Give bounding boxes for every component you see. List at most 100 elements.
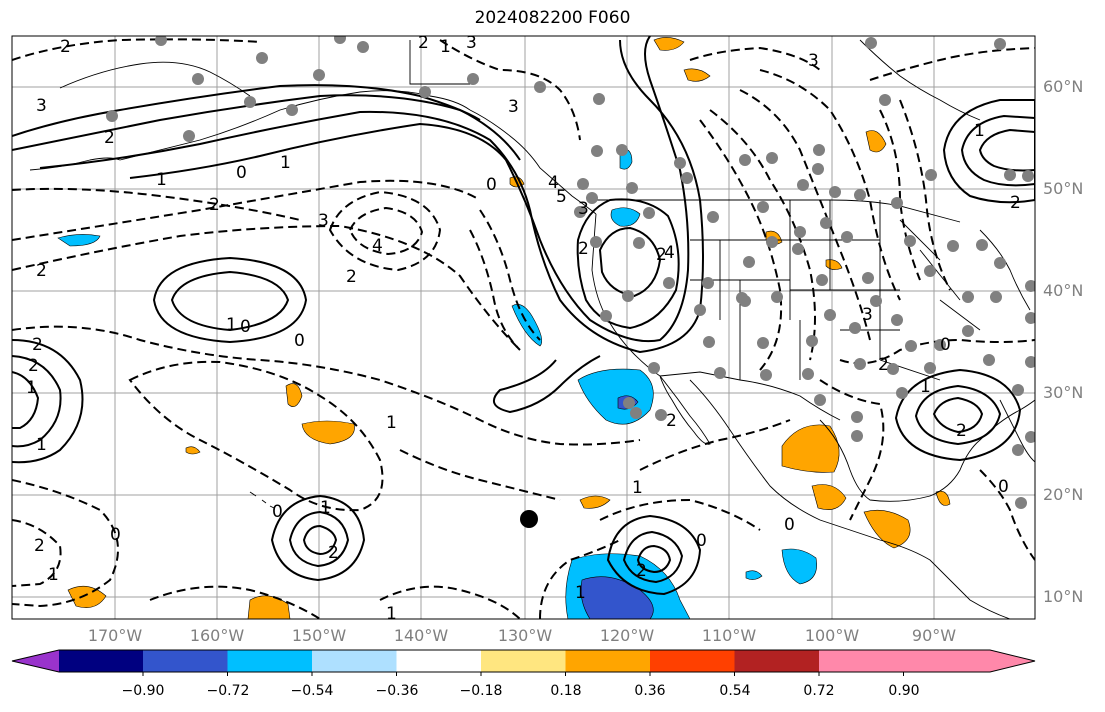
- colorbar-segment: [312, 650, 397, 672]
- contour-label: 1: [26, 378, 37, 398]
- coast-baja: [659, 375, 711, 445]
- contour-label-layer: 2 3 2 1 0 1 2 3 4 2 1 0 0 2 2 1 1 2 1 0 …: [26, 33, 1021, 624]
- contour-dashed-19: [759, 69, 901, 301]
- colorbar-outline: [11, 649, 1036, 673]
- contour-label: 1: [974, 121, 985, 141]
- contour-label: 3: [36, 96, 47, 116]
- shade-orange-east: [185, 446, 201, 455]
- contour-label: 0: [784, 515, 795, 535]
- contour-label: 1: [386, 413, 397, 433]
- shade-orange-pacific3: [67, 585, 107, 608]
- station-markers: [106, 36, 1035, 509]
- contour-solid-pac-low3: [302, 524, 338, 556]
- coast-alaska-north: [119, 90, 471, 161]
- contour-dashed-12: [379, 585, 521, 619]
- colorbar-tick-label: −0.18: [459, 683, 503, 699]
- colorbar-tick-label: −0.36: [375, 683, 419, 699]
- shade-orange-mex4: [863, 509, 911, 549]
- lon-label: 90°W: [911, 626, 957, 645]
- contour-label: 2: [209, 195, 220, 215]
- contour-dashed-8: [128, 360, 384, 512]
- contour-label: 0: [110, 525, 121, 545]
- contour-label: 2: [328, 543, 339, 563]
- shade-orange-north1: [653, 37, 685, 51]
- contour-dashed-23: [899, 99, 951, 291]
- contour-label: 0: [998, 477, 1009, 497]
- lon-label: 110°W: [701, 626, 757, 645]
- contour-label: 4: [548, 173, 559, 193]
- contour-label: 0: [272, 502, 283, 522]
- contour-solid-west-1: [12, 339, 84, 464]
- contour-label: 0: [486, 175, 497, 195]
- contour-dashed-9: [12, 479, 119, 608]
- colorbar-extend-min: [12, 650, 59, 672]
- contour-solid-gulf-2: [914, 384, 1002, 446]
- lon-label: 170°W: [87, 626, 143, 645]
- contour-solid-south-1: [606, 514, 702, 596]
- colorbar-tick-label: −0.54: [290, 683, 334, 699]
- contour-solid-ne-2: [960, 114, 1035, 187]
- shade-orange-gulfca: [781, 424, 840, 473]
- shade-blue-west: [57, 234, 101, 247]
- shade-blue-mex1: [781, 548, 817, 585]
- lon-label: 120°W: [599, 626, 655, 645]
- contour-solid-2: [12, 94, 521, 161]
- contour-dashed-15: [639, 419, 791, 471]
- lat-label: 50°N: [1043, 179, 1084, 198]
- lon-label: 160°W: [189, 626, 245, 645]
- contour-solid-3: [39, 39, 704, 354]
- contour-solid-high-40: [170, 270, 290, 332]
- lat-label: 30°N: [1043, 383, 1084, 402]
- contour-label: 1: [632, 478, 643, 498]
- contour-label: 2: [636, 561, 647, 581]
- contour-label: 2: [34, 536, 45, 556]
- colorbar-tick-label: 0.90: [888, 683, 920, 699]
- contour-dashed-6: [348, 206, 424, 256]
- coast-mexico-west: [689, 379, 1011, 619]
- colorbar-segment: [227, 650, 312, 672]
- lon-label: 140°W: [393, 626, 449, 645]
- contour-dashed-4: [12, 224, 521, 351]
- colorbar-segment: [650, 650, 735, 672]
- coast-hudson: [859, 39, 981, 121]
- contour-label: 1: [575, 583, 586, 603]
- states-grid-3: [879, 219, 981, 381]
- contour-dashed-7: [12, 325, 641, 446]
- contour-label: 2: [36, 261, 47, 281]
- contour-label: 1: [440, 37, 451, 57]
- coast-florida: [999, 399, 1035, 463]
- colorbar-segment: [734, 650, 819, 672]
- colorbar-segment: [565, 650, 650, 672]
- colorbar-extend-max: [990, 650, 1035, 672]
- contour-dashed-30: [399, 449, 561, 501]
- colorbar-segment: [59, 650, 143, 672]
- contour-label: 1: [226, 315, 237, 335]
- contour-label: 2: [956, 421, 967, 441]
- shade-orange-mex3: [811, 484, 847, 510]
- contour-label: 1: [920, 377, 931, 397]
- colorbar-segment: [481, 650, 566, 672]
- contour-solid-south-3: [636, 544, 672, 574]
- colorbar: [11, 649, 1036, 676]
- contour-label: 0: [240, 317, 251, 337]
- contour-solid-south-2: [622, 530, 684, 584]
- contour-label: 4: [664, 243, 675, 263]
- contour-dashed-26: [979, 469, 1035, 561]
- contour-label: 3: [318, 211, 329, 231]
- contour-dashed-29: [469, 229, 521, 351]
- colorbar-tick-label: −0.72: [206, 683, 250, 699]
- contour-solid-pac-low: [270, 494, 366, 582]
- border-alaska: [409, 40, 470, 85]
- contour-solid-5: [576, 198, 680, 330]
- contour-label: 2: [666, 411, 677, 431]
- contour-solid-gulf-3: [932, 396, 984, 434]
- colorbar-segment: [819, 650, 990, 672]
- contour-dashed-25: [819, 379, 885, 521]
- contour-label: 1: [320, 498, 331, 518]
- contour-label: 0: [236, 163, 247, 183]
- contour-label: 2: [878, 355, 889, 375]
- contour-label: 1: [386, 604, 397, 624]
- states-grid-1: [690, 200, 801, 380]
- contour-dashed-5: [328, 190, 442, 272]
- contour-label: 3: [862, 305, 873, 325]
